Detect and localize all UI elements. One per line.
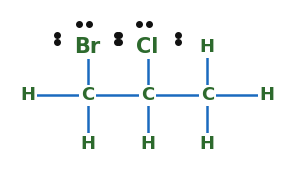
Text: C: C <box>141 86 154 104</box>
Text: Br: Br <box>75 37 101 57</box>
Text: H: H <box>140 135 155 153</box>
Text: H: H <box>200 135 215 153</box>
Text: C: C <box>81 86 94 104</box>
Text: H: H <box>260 86 274 104</box>
Text: H: H <box>80 135 95 153</box>
Text: H: H <box>20 86 35 104</box>
Text: Cl: Cl <box>136 37 159 57</box>
Text: H: H <box>200 38 215 56</box>
Text: C: C <box>201 86 214 104</box>
